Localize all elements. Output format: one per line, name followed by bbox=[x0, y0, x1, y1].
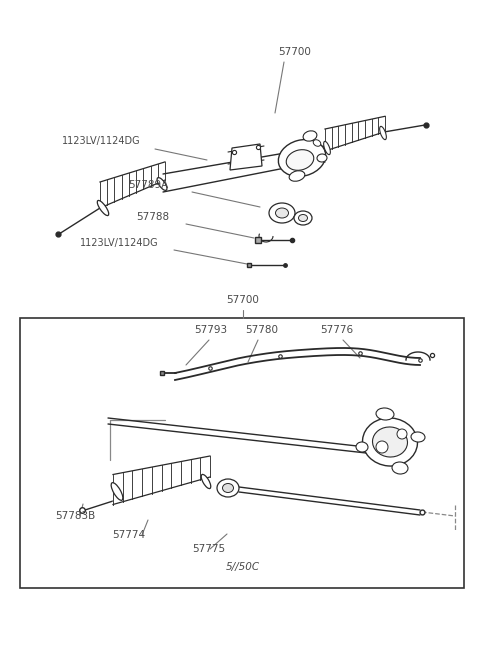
Circle shape bbox=[397, 429, 407, 439]
Ellipse shape bbox=[411, 432, 425, 442]
Polygon shape bbox=[108, 418, 375, 454]
Polygon shape bbox=[285, 146, 325, 167]
Ellipse shape bbox=[324, 141, 330, 154]
Polygon shape bbox=[230, 144, 262, 170]
Ellipse shape bbox=[313, 140, 321, 147]
Ellipse shape bbox=[294, 211, 312, 225]
Ellipse shape bbox=[303, 131, 317, 141]
Ellipse shape bbox=[97, 200, 108, 215]
Text: 57775: 57775 bbox=[192, 544, 225, 554]
Text: 57788: 57788 bbox=[136, 212, 169, 222]
Ellipse shape bbox=[317, 154, 327, 162]
Ellipse shape bbox=[299, 214, 308, 221]
Ellipse shape bbox=[157, 177, 167, 191]
Text: 57793: 57793 bbox=[194, 325, 227, 335]
Text: 57700: 57700 bbox=[278, 47, 311, 57]
Ellipse shape bbox=[201, 474, 211, 489]
Text: 5//50C: 5//50C bbox=[226, 562, 260, 572]
Ellipse shape bbox=[356, 442, 368, 452]
Text: 57789A: 57789A bbox=[128, 180, 168, 190]
Bar bbox=[20, 318, 464, 588]
Text: 57776: 57776 bbox=[320, 325, 353, 335]
Text: 57780: 57780 bbox=[245, 325, 278, 335]
Ellipse shape bbox=[380, 126, 386, 140]
Text: 1123LV/1124DG: 1123LV/1124DG bbox=[62, 136, 141, 146]
Text: 57700: 57700 bbox=[227, 295, 259, 305]
Ellipse shape bbox=[392, 462, 408, 474]
Ellipse shape bbox=[276, 208, 288, 218]
Ellipse shape bbox=[223, 484, 233, 493]
Ellipse shape bbox=[269, 203, 295, 223]
Ellipse shape bbox=[217, 479, 239, 497]
Ellipse shape bbox=[372, 427, 408, 457]
Ellipse shape bbox=[278, 139, 325, 177]
Ellipse shape bbox=[286, 150, 314, 170]
Circle shape bbox=[376, 441, 388, 453]
Polygon shape bbox=[163, 153, 285, 192]
Ellipse shape bbox=[362, 418, 418, 466]
Ellipse shape bbox=[111, 483, 123, 501]
Polygon shape bbox=[239, 487, 420, 515]
Text: 57783B: 57783B bbox=[55, 511, 95, 521]
Ellipse shape bbox=[289, 171, 305, 181]
Text: 57774: 57774 bbox=[112, 530, 145, 540]
Ellipse shape bbox=[376, 408, 394, 420]
Text: 1123LV/1124DG: 1123LV/1124DG bbox=[80, 238, 158, 248]
